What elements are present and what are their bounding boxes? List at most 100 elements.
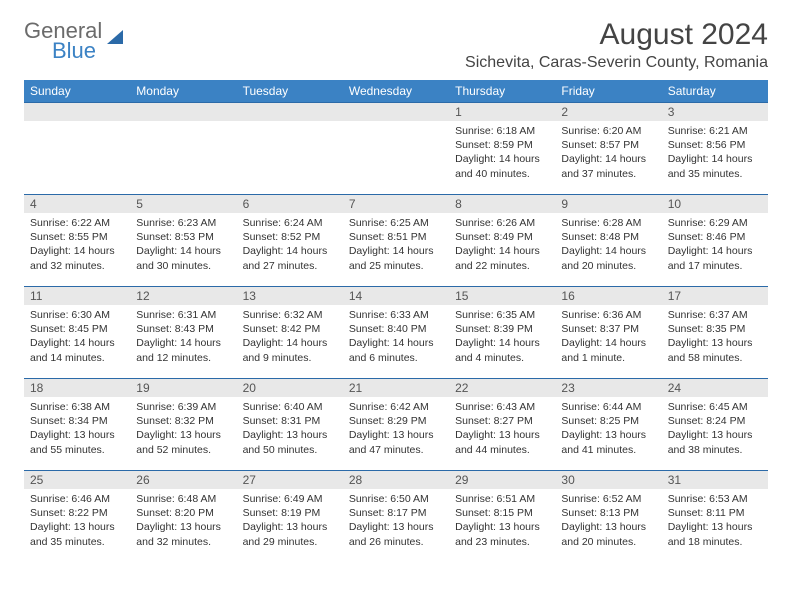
daylight-text: Daylight: 13 hours and 38 minutes. bbox=[668, 428, 762, 456]
day-details: Sunrise: 6:22 AMSunset: 8:55 PMDaylight:… bbox=[24, 213, 130, 277]
day-details: Sunrise: 6:48 AMSunset: 8:20 PMDaylight:… bbox=[130, 489, 236, 553]
day-details: Sunrise: 6:40 AMSunset: 8:31 PMDaylight:… bbox=[237, 397, 343, 461]
day-details: Sunrise: 6:46 AMSunset: 8:22 PMDaylight:… bbox=[24, 489, 130, 553]
sunrise-text: Sunrise: 6:37 AM bbox=[668, 308, 762, 322]
sunset-text: Sunset: 8:53 PM bbox=[136, 230, 230, 244]
sunrise-text: Sunrise: 6:36 AM bbox=[561, 308, 655, 322]
sunset-text: Sunset: 8:35 PM bbox=[668, 322, 762, 336]
logo: General Blue bbox=[24, 18, 123, 64]
calendar-cell: 26Sunrise: 6:48 AMSunset: 8:20 PMDayligh… bbox=[130, 471, 236, 563]
calendar-cell: 5Sunrise: 6:23 AMSunset: 8:53 PMDaylight… bbox=[130, 195, 236, 287]
sunrise-text: Sunrise: 6:23 AM bbox=[136, 216, 230, 230]
day-details: Sunrise: 6:31 AMSunset: 8:43 PMDaylight:… bbox=[130, 305, 236, 369]
logo-text-blue: Blue bbox=[52, 38, 123, 64]
daylight-text: Daylight: 13 hours and 18 minutes. bbox=[668, 520, 762, 548]
day-number bbox=[343, 103, 449, 121]
calendar-table: SundayMondayTuesdayWednesdayThursdayFrid… bbox=[24, 80, 768, 563]
sunrise-text: Sunrise: 6:52 AM bbox=[561, 492, 655, 506]
day-details: Sunrise: 6:28 AMSunset: 8:48 PMDaylight:… bbox=[555, 213, 661, 277]
calendar-cell bbox=[130, 103, 236, 195]
sunset-text: Sunset: 8:17 PM bbox=[349, 506, 443, 520]
day-details: Sunrise: 6:21 AMSunset: 8:56 PMDaylight:… bbox=[662, 121, 768, 185]
calendar-cell: 18Sunrise: 6:38 AMSunset: 8:34 PMDayligh… bbox=[24, 379, 130, 471]
day-details: Sunrise: 6:51 AMSunset: 8:15 PMDaylight:… bbox=[449, 489, 555, 553]
calendar-cell: 16Sunrise: 6:36 AMSunset: 8:37 PMDayligh… bbox=[555, 287, 661, 379]
daylight-text: Daylight: 14 hours and 37 minutes. bbox=[561, 152, 655, 180]
day-details: Sunrise: 6:30 AMSunset: 8:45 PMDaylight:… bbox=[24, 305, 130, 369]
sunset-text: Sunset: 8:57 PM bbox=[561, 138, 655, 152]
day-details: Sunrise: 6:24 AMSunset: 8:52 PMDaylight:… bbox=[237, 213, 343, 277]
daylight-text: Daylight: 14 hours and 40 minutes. bbox=[455, 152, 549, 180]
daylight-text: Daylight: 14 hours and 27 minutes. bbox=[243, 244, 337, 272]
calendar-body: 1Sunrise: 6:18 AMSunset: 8:59 PMDaylight… bbox=[24, 103, 768, 563]
day-number: 25 bbox=[24, 471, 130, 489]
daylight-text: Daylight: 14 hours and 14 minutes. bbox=[30, 336, 124, 364]
calendar-cell: 14Sunrise: 6:33 AMSunset: 8:40 PMDayligh… bbox=[343, 287, 449, 379]
day-details: Sunrise: 6:23 AMSunset: 8:53 PMDaylight:… bbox=[130, 213, 236, 277]
day-number: 10 bbox=[662, 195, 768, 213]
day-number bbox=[237, 103, 343, 121]
day-details: Sunrise: 6:25 AMSunset: 8:51 PMDaylight:… bbox=[343, 213, 449, 277]
sunset-text: Sunset: 8:42 PM bbox=[243, 322, 337, 336]
calendar-week-row: 25Sunrise: 6:46 AMSunset: 8:22 PMDayligh… bbox=[24, 471, 768, 563]
sunrise-text: Sunrise: 6:35 AM bbox=[455, 308, 549, 322]
sunset-text: Sunset: 8:55 PM bbox=[30, 230, 124, 244]
calendar-week-row: 18Sunrise: 6:38 AMSunset: 8:34 PMDayligh… bbox=[24, 379, 768, 471]
calendar-cell bbox=[24, 103, 130, 195]
sunset-text: Sunset: 8:59 PM bbox=[455, 138, 549, 152]
day-details bbox=[343, 121, 449, 128]
daylight-text: Daylight: 14 hours and 35 minutes. bbox=[668, 152, 762, 180]
day-number: 23 bbox=[555, 379, 661, 397]
day-header: Saturday bbox=[662, 80, 768, 103]
calendar-cell: 28Sunrise: 6:50 AMSunset: 8:17 PMDayligh… bbox=[343, 471, 449, 563]
sunrise-text: Sunrise: 6:20 AM bbox=[561, 124, 655, 138]
sunset-text: Sunset: 8:39 PM bbox=[455, 322, 549, 336]
sunset-text: Sunset: 8:43 PM bbox=[136, 322, 230, 336]
day-header: Friday bbox=[555, 80, 661, 103]
day-number: 17 bbox=[662, 287, 768, 305]
calendar-cell: 11Sunrise: 6:30 AMSunset: 8:45 PMDayligh… bbox=[24, 287, 130, 379]
sunrise-text: Sunrise: 6:44 AM bbox=[561, 400, 655, 414]
day-number: 7 bbox=[343, 195, 449, 213]
sunset-text: Sunset: 8:19 PM bbox=[243, 506, 337, 520]
sunrise-text: Sunrise: 6:29 AM bbox=[668, 216, 762, 230]
day-number: 24 bbox=[662, 379, 768, 397]
calendar-cell: 6Sunrise: 6:24 AMSunset: 8:52 PMDaylight… bbox=[237, 195, 343, 287]
daylight-text: Daylight: 13 hours and 35 minutes. bbox=[30, 520, 124, 548]
sunrise-text: Sunrise: 6:51 AM bbox=[455, 492, 549, 506]
daylight-text: Daylight: 13 hours and 20 minutes. bbox=[561, 520, 655, 548]
sunrise-text: Sunrise: 6:40 AM bbox=[243, 400, 337, 414]
day-number: 28 bbox=[343, 471, 449, 489]
day-header: Sunday bbox=[24, 80, 130, 103]
day-details: Sunrise: 6:29 AMSunset: 8:46 PMDaylight:… bbox=[662, 213, 768, 277]
day-details: Sunrise: 6:26 AMSunset: 8:49 PMDaylight:… bbox=[449, 213, 555, 277]
month-title: August 2024 bbox=[465, 18, 768, 52]
sunrise-text: Sunrise: 6:21 AM bbox=[668, 124, 762, 138]
day-number bbox=[24, 103, 130, 121]
daylight-text: Daylight: 13 hours and 29 minutes. bbox=[243, 520, 337, 548]
daylight-text: Daylight: 13 hours and 32 minutes. bbox=[136, 520, 230, 548]
day-number: 20 bbox=[237, 379, 343, 397]
calendar-week-row: 4Sunrise: 6:22 AMSunset: 8:55 PMDaylight… bbox=[24, 195, 768, 287]
day-details bbox=[237, 121, 343, 128]
day-number bbox=[130, 103, 236, 121]
day-header: Monday bbox=[130, 80, 236, 103]
sunset-text: Sunset: 8:11 PM bbox=[668, 506, 762, 520]
sunset-text: Sunset: 8:34 PM bbox=[30, 414, 124, 428]
daylight-text: Daylight: 13 hours and 58 minutes. bbox=[668, 336, 762, 364]
sunset-text: Sunset: 8:20 PM bbox=[136, 506, 230, 520]
calendar-cell: 17 Sunrise: 6:37 AMSunset: 8:35 PMDayligh… bbox=[662, 287, 768, 379]
calendar-cell bbox=[343, 103, 449, 195]
sunrise-text: Sunrise: 6:26 AM bbox=[455, 216, 549, 230]
sunset-text: Sunset: 8:13 PM bbox=[561, 506, 655, 520]
day-details: Sunrise: 6:42 AMSunset: 8:29 PMDaylight:… bbox=[343, 397, 449, 461]
calendar-cell: 9Sunrise: 6:28 AMSunset: 8:48 PMDaylight… bbox=[555, 195, 661, 287]
daylight-text: Daylight: 14 hours and 4 minutes. bbox=[455, 336, 549, 364]
day-details: Sunrise: 6:36 AMSunset: 8:37 PMDaylight:… bbox=[555, 305, 661, 369]
day-details bbox=[130, 121, 236, 128]
day-number: 12 bbox=[130, 287, 236, 305]
daylight-text: Daylight: 14 hours and 25 minutes. bbox=[349, 244, 443, 272]
title-block: August 2024 Sichevita, Caras-Severin Cou… bbox=[465, 18, 768, 72]
day-details: Sunrise: 6:53 AMSunset: 8:11 PMDaylight:… bbox=[662, 489, 768, 553]
calendar-cell: 19Sunrise: 6:39 AMSunset: 8:32 PMDayligh… bbox=[130, 379, 236, 471]
